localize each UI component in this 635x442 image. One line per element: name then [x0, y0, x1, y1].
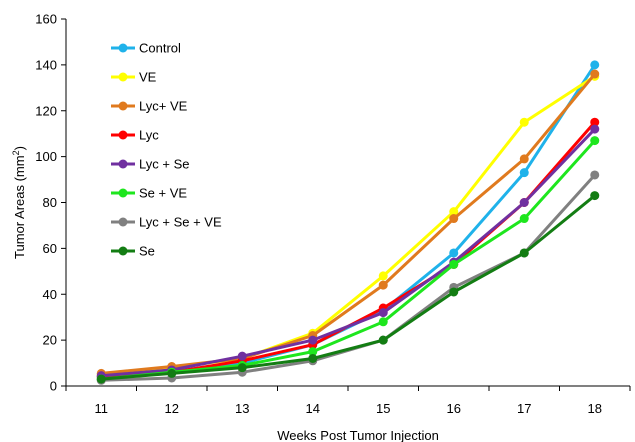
- data-point: [378, 317, 388, 327]
- x-tick-label: 12: [165, 401, 179, 416]
- legend-item: Lyc + Se + VE: [111, 215, 222, 230]
- legend-marker: [118, 159, 128, 169]
- data-point: [519, 154, 529, 164]
- legend-marker: [118, 217, 128, 227]
- legend-item: Lyc+ VE: [111, 99, 188, 114]
- series-line: [101, 128, 596, 378]
- y-tick-label: 60: [43, 241, 57, 256]
- x-tick-label: 17: [517, 401, 531, 416]
- x-tick-label: 16: [447, 401, 461, 416]
- data-point: [449, 207, 459, 217]
- legend-label: Se + VE: [139, 186, 187, 201]
- data-point: [590, 191, 600, 201]
- legend-marker: [118, 188, 128, 198]
- y-tick-label: 20: [43, 333, 57, 348]
- y-tick-label: 80: [43, 195, 57, 210]
- y-axis-title-sup: 2: [11, 150, 21, 155]
- y-tick-label: 0: [50, 379, 57, 394]
- x-tick-label: 14: [306, 401, 320, 416]
- legend-item: Se: [111, 244, 155, 259]
- data-point: [449, 287, 459, 297]
- data-point: [590, 69, 600, 79]
- legend-label: Lyc: [139, 128, 159, 143]
- legend-item: Lyc: [111, 128, 159, 143]
- series-line: [101, 194, 596, 381]
- data-point: [590, 170, 600, 180]
- data-point: [237, 363, 247, 373]
- data-point: [167, 368, 177, 378]
- data-point: [590, 136, 600, 146]
- x-tick-label: 11: [95, 401, 109, 416]
- y-tick-label: 100: [35, 149, 57, 164]
- data-point: [590, 117, 600, 127]
- legend-marker: [118, 72, 128, 82]
- legend: Control VE Lyc+ VE Lyc Lyc + Se Se + VE Lyc + …: [111, 41, 222, 259]
- y-tick-label: 120: [35, 103, 57, 118]
- legend-label: VE: [139, 70, 157, 85]
- x-tick-label: 13: [235, 401, 249, 416]
- data-point: [590, 124, 600, 134]
- data-point: [519, 117, 529, 127]
- legend-item: Lyc + Se: [111, 157, 189, 172]
- y-axis-title: Tumor Areas (mm2): [11, 146, 27, 259]
- x-tick-label: 15: [376, 401, 390, 416]
- y-tick-label: 40: [43, 287, 57, 302]
- data-point: [237, 351, 247, 361]
- axes: 0 20 40 60 80 100 120 140 160 11 12 13 14 15 16 17 18: [35, 12, 631, 416]
- legend-label: Se: [139, 244, 155, 259]
- data-point: [378, 271, 388, 281]
- series-line: [101, 73, 596, 375]
- legend-item: VE: [111, 70, 157, 85]
- legend-label: Lyc+ VE: [139, 99, 188, 114]
- data-point: [308, 353, 318, 363]
- x-tick-label: 18: [588, 401, 602, 416]
- data-point: [96, 374, 106, 384]
- data-point: [449, 259, 459, 269]
- data-point: [378, 335, 388, 345]
- data-point: [519, 214, 529, 224]
- legend-marker: [118, 101, 128, 111]
- data-point: [519, 248, 529, 258]
- legend-item: Control: [111, 41, 181, 56]
- data-point: [308, 347, 318, 357]
- data-point: [519, 198, 529, 207]
- y-axis-title-end: ): [12, 146, 27, 150]
- data-point: [449, 248, 459, 258]
- y-axis-title-main: Tumor Areas (mm: [12, 155, 27, 259]
- x-axis-title: Weeks Post Tumor Injection: [277, 428, 439, 442]
- data-point: [449, 214, 459, 224]
- legend-label: Lyc + Se: [139, 157, 189, 172]
- legend-marker: [118, 246, 128, 256]
- series-8: [96, 191, 600, 384]
- y-tick-label: 140: [35, 57, 57, 72]
- legend-label: Lyc + Se + VE: [139, 215, 222, 230]
- data-point: [308, 335, 318, 345]
- legend-marker: [118, 130, 128, 140]
- data-point: [519, 168, 529, 178]
- legend-item: Se + VE: [111, 186, 187, 201]
- data-point: [378, 308, 388, 318]
- legend-marker: [118, 43, 128, 53]
- data-point: [378, 280, 388, 290]
- series-layer: [96, 60, 600, 385]
- legend-label: Control: [139, 41, 181, 56]
- data-point: [590, 60, 600, 70]
- y-tick-label: 160: [35, 12, 57, 27]
